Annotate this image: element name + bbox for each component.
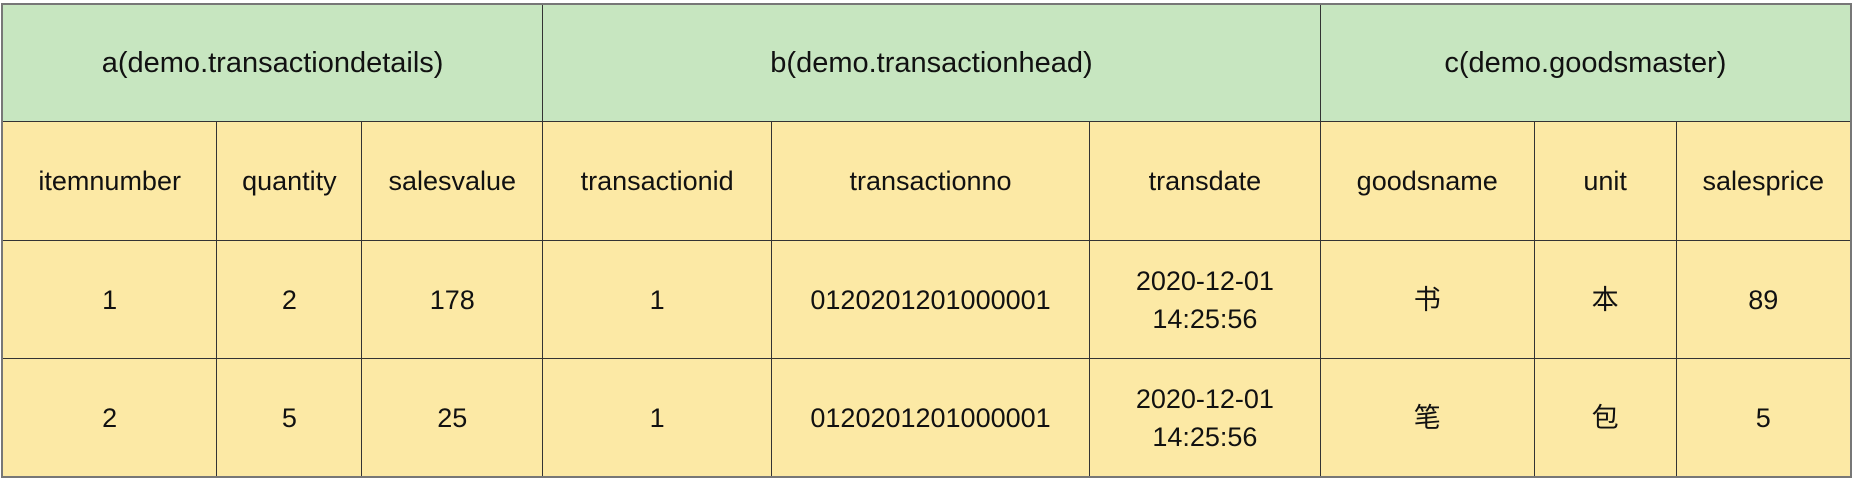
table-row: 2 5 25 1 0120201201000001 2020-12-01 14:2… bbox=[1, 358, 1852, 478]
column-header: itemnumber bbox=[1, 121, 218, 241]
cell-goodsname: 笔 bbox=[1319, 358, 1535, 478]
cell-transdate: 2020-12-01 14:25:56 bbox=[1088, 358, 1321, 478]
transdate-time: 14:25:56 bbox=[1152, 303, 1258, 334]
group-header-b: b(demo.transactionhead) bbox=[542, 3, 1321, 122]
group-header-a: a(demo.transactiondetails) bbox=[1, 3, 544, 122]
column-header: unit bbox=[1533, 121, 1677, 241]
cell-quantity: 2 bbox=[216, 240, 363, 359]
join-result-table: a(demo.transactiondetails) b(demo.transa… bbox=[1, 3, 1852, 478]
transdate-date: 2020-12-01 bbox=[1135, 265, 1274, 296]
cell-unit: 包 bbox=[1533, 358, 1677, 478]
cell-transactionno: 0120201201000001 bbox=[771, 358, 1090, 478]
column-header: transactionno bbox=[771, 121, 1090, 241]
column-header: goodsname bbox=[1319, 121, 1535, 241]
cell-itemnumber: 2 bbox=[1, 358, 218, 478]
cell-salesprice: 89 bbox=[1675, 240, 1852, 359]
cell-itemnumber: 1 bbox=[1, 240, 218, 359]
column-header: salesprice bbox=[1675, 121, 1852, 241]
cell-salesprice: 5 bbox=[1675, 358, 1852, 478]
cell-unit: 本 bbox=[1533, 240, 1677, 359]
group-header-c: c(demo.goodsmaster) bbox=[1319, 3, 1852, 122]
column-header: transactionid bbox=[542, 121, 773, 241]
column-header-row: itemnumber quantity salesvalue transacti… bbox=[1, 121, 1852, 241]
transdate-date: 2020-12-01 bbox=[1135, 383, 1274, 414]
column-header: transdate bbox=[1088, 121, 1321, 241]
cell-salesvalue: 178 bbox=[361, 240, 544, 359]
cell-quantity: 5 bbox=[216, 358, 363, 478]
transdate-time: 14:25:56 bbox=[1152, 421, 1258, 452]
table-group-header-row: a(demo.transactiondetails) b(demo.transa… bbox=[1, 3, 1852, 122]
cell-salesvalue: 25 bbox=[361, 358, 544, 478]
cell-transactionid: 1 bbox=[542, 358, 773, 478]
table-row: 1 2 178 1 0120201201000001 2020-12-01 14:… bbox=[1, 240, 1852, 359]
column-header: salesvalue bbox=[361, 121, 544, 241]
column-header: quantity bbox=[216, 121, 363, 241]
cell-goodsname: 书 bbox=[1319, 240, 1535, 359]
cell-transdate: 2020-12-01 14:25:56 bbox=[1088, 240, 1321, 359]
cell-transactionno: 0120201201000001 bbox=[771, 240, 1090, 359]
cell-transactionid: 1 bbox=[542, 240, 773, 359]
